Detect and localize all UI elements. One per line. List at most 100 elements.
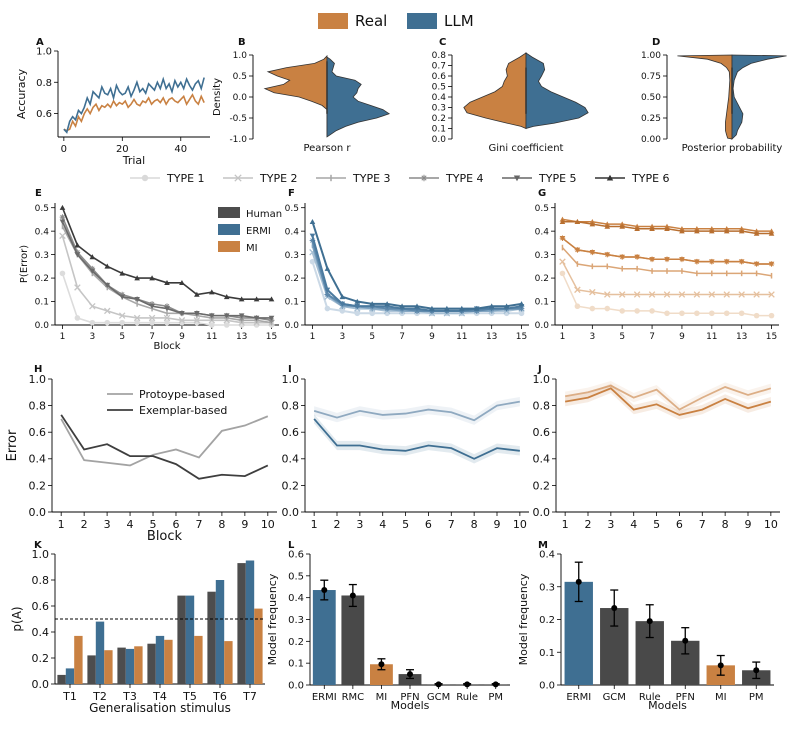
legend-model-label: Human [246,209,282,220]
point [753,291,760,298]
point [253,315,260,321]
bar-llm [185,595,195,684]
point [234,174,242,182]
point [119,294,125,300]
x-axis-label: Models [648,699,687,712]
x-tick-label: 9 [745,518,752,531]
y-tick-label: 0.3 [539,582,555,593]
point [518,301,525,307]
y-tick-label: 0.4 [285,227,300,237]
panel-letter: A [36,37,44,48]
legend-h-label: Exemplar-based [139,404,227,417]
y-tick-label: 0.4 [29,453,47,466]
y-tick-label: 0.4 [533,453,551,466]
point [118,312,126,319]
y-tick-label: 0.5 [535,204,549,214]
x-tick-label: MI [376,692,388,703]
legend-model-label: MI [246,243,258,254]
chart-I: 0.0 0.2 0.4 0.6 0.8 1.0 1 2 3 4 5 6 7 8 9 10 [282,373,529,531]
series-line [61,207,272,300]
x-tick-label: T1 [62,690,77,703]
y-tick-label: 0.4 [432,93,447,103]
point [664,310,670,317]
point [709,228,715,234]
x-axis-label: Trial [122,154,145,167]
x-tick-label: 13 [736,332,747,342]
mean-point [492,681,499,688]
point [649,226,655,232]
point [59,214,66,220]
x-tick-label: Rule [639,692,661,703]
y-tick-label: 0.8 [36,78,52,89]
point [473,305,480,311]
series-line [311,221,522,310]
bar-llm [65,668,75,684]
top-legend: Real LLM [318,12,474,30]
y-tick-label: 0.4 [288,593,304,604]
point [753,230,760,236]
x-tick-label: PM [488,692,503,703]
violin-real [263,54,328,137]
point [634,254,640,260]
mean-point [378,661,385,668]
point [74,249,81,256]
y-tick-label: 0.8 [29,399,47,412]
y-tick-label: 0.00 [641,135,661,145]
point [178,317,186,324]
point [503,303,510,309]
y-tick-label: 0.2 [288,637,304,648]
y-tick-label: 1.0 [36,47,52,58]
x-tick-label: 5 [619,332,625,342]
point [369,310,376,317]
y-tick-label: -1.0 [229,135,247,145]
bar-real [224,641,233,684]
x-tick-label: T3 [122,690,137,703]
point [723,291,730,298]
series-line [311,235,522,312]
y-tick-label: 0.6 [533,426,551,439]
point [619,223,625,229]
y-tick-label: 0.8 [432,51,447,61]
series-line [311,240,522,312]
point [619,308,625,314]
x-tick-label: 40 [174,144,187,155]
y-axis-label: p(A) [10,606,24,631]
legend-swatch-llm [407,13,437,29]
x-tick-label: 5 [119,332,125,342]
series-line [564,387,772,416]
point [59,204,66,210]
point [559,258,566,265]
y-tick-label: 0.6 [288,550,304,561]
point [89,302,96,310]
point [164,303,170,310]
point [444,305,450,311]
y-tick-label: 0.7 [432,62,446,72]
point [768,230,775,236]
legend-type-label: TYPE 1 [166,172,205,185]
point [74,252,81,258]
y-tick-label: 0.3 [285,251,299,261]
point [559,218,566,225]
series-line [311,244,522,312]
point [399,303,405,309]
x-tick-label: Rule [456,692,478,703]
y-axis-label: Accuracy [15,68,28,119]
y-tick-label: 0.2 [432,114,446,124]
x-tick-label: 9 [679,332,685,342]
point [59,270,66,277]
point [148,314,156,322]
y-tick-label: 0.2 [29,479,47,492]
point [194,311,200,317]
y-tick-label: 0.0 [233,93,248,103]
series-line [313,400,521,422]
y-tick-label: 0.4 [539,550,555,561]
point [663,291,671,298]
chart-J: 0.0 0.2 0.4 0.6 0.8 1.0 1 2 3 4 5 6 7 8 9 10 [533,373,780,531]
panel-letter: D [652,37,660,48]
x-tick-label: 13 [486,332,497,342]
y-tick-label: 0.0 [535,321,550,331]
point [649,308,655,314]
violin-llm [525,52,589,130]
confidence-band [314,414,520,464]
